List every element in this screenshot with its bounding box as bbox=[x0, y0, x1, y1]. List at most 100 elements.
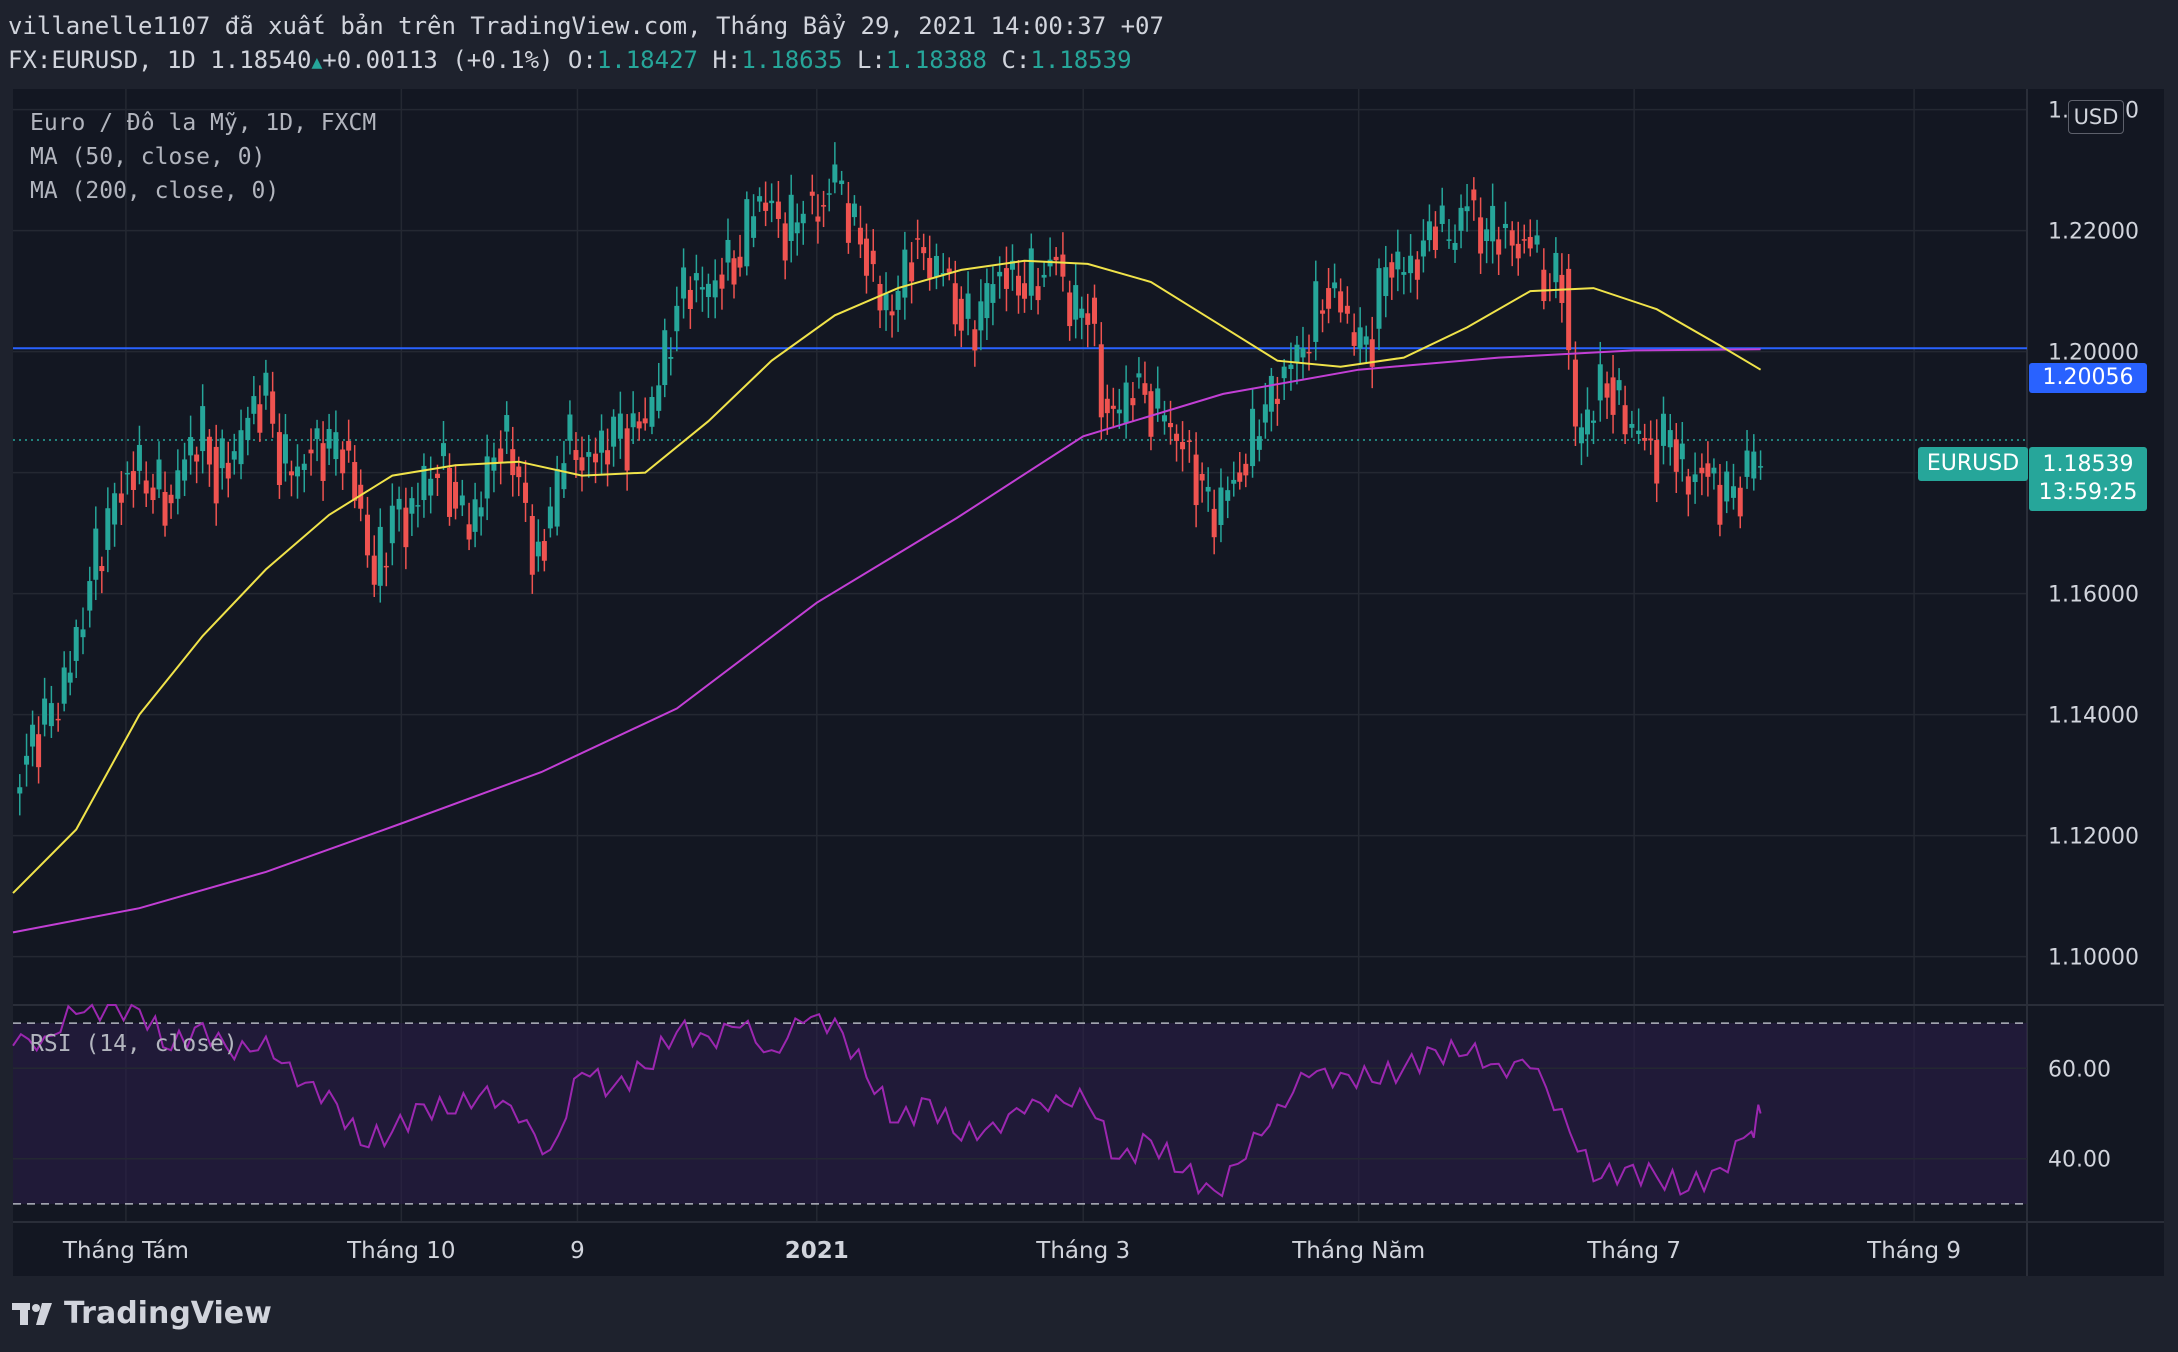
candle bbox=[346, 419, 352, 463]
candle bbox=[815, 194, 821, 244]
candle bbox=[1660, 396, 1666, 465]
candle bbox=[415, 482, 421, 528]
candle-body bbox=[1320, 310, 1326, 314]
candle-body bbox=[1338, 291, 1344, 313]
candle bbox=[143, 461, 149, 507]
candle-body bbox=[1369, 339, 1375, 367]
candle bbox=[1527, 219, 1533, 257]
candle bbox=[1496, 226, 1502, 276]
candle-body bbox=[757, 196, 763, 202]
candle bbox=[1395, 229, 1401, 292]
candle bbox=[1180, 421, 1186, 472]
candle bbox=[1123, 365, 1129, 439]
candle bbox=[1256, 419, 1262, 462]
tradingview-logo[interactable]: TradingView bbox=[12, 1296, 272, 1331]
candle-body bbox=[586, 452, 592, 457]
candle-body bbox=[377, 526, 383, 586]
candle-body bbox=[788, 194, 794, 241]
high-value: 1.18635 bbox=[741, 46, 843, 74]
candle bbox=[1035, 267, 1041, 315]
candle-body bbox=[782, 223, 788, 261]
candle bbox=[940, 253, 946, 287]
candle bbox=[93, 506, 99, 601]
candle-body bbox=[188, 437, 194, 456]
candle-body bbox=[1534, 235, 1540, 245]
candle-body bbox=[340, 449, 346, 474]
candle bbox=[1155, 366, 1161, 422]
candle bbox=[586, 434, 592, 478]
ohlc-line: FX:EURUSD, 1D 1.18540▲+0.00113 (+0.1%) O… bbox=[8, 46, 1132, 74]
currency-button[interactable]: USD bbox=[2068, 100, 2124, 134]
candle-body bbox=[940, 272, 946, 275]
candle bbox=[946, 257, 952, 281]
candle bbox=[1389, 253, 1395, 300]
candle-body bbox=[206, 436, 212, 465]
candle-body bbox=[30, 724, 36, 747]
candle-body bbox=[1636, 430, 1642, 434]
price-tick-label: 1.14000 bbox=[2048, 704, 2139, 729]
candle-body bbox=[794, 222, 800, 234]
candle bbox=[547, 487, 553, 538]
candle-body bbox=[1344, 305, 1350, 314]
candle-body bbox=[118, 493, 124, 503]
candle bbox=[282, 414, 288, 482]
candle bbox=[889, 294, 895, 338]
candle-body bbox=[459, 495, 465, 506]
candle bbox=[883, 272, 889, 331]
candle-body bbox=[516, 466, 522, 478]
candle-body bbox=[915, 238, 921, 240]
candle-body bbox=[821, 205, 827, 207]
candle bbox=[364, 496, 370, 568]
candle-body bbox=[1079, 308, 1085, 318]
candle-body bbox=[832, 164, 838, 183]
candle bbox=[1502, 201, 1508, 249]
candle bbox=[459, 479, 465, 517]
candle bbox=[1262, 382, 1268, 439]
candle-body bbox=[1376, 268, 1382, 329]
candle-body bbox=[434, 473, 440, 478]
candle bbox=[1338, 278, 1344, 323]
candle-body bbox=[554, 468, 560, 527]
candle-body bbox=[1452, 242, 1458, 250]
candle-body bbox=[409, 498, 415, 514]
candle-body bbox=[630, 413, 636, 428]
candle-body bbox=[288, 471, 294, 476]
candle bbox=[794, 203, 800, 256]
candle bbox=[751, 194, 757, 248]
candle bbox=[55, 702, 61, 732]
candle-body bbox=[504, 415, 510, 432]
candle-body bbox=[593, 453, 599, 463]
legend-rsi: RSI (14, close) bbox=[30, 1031, 238, 1057]
candle bbox=[301, 454, 307, 493]
candle bbox=[705, 273, 711, 318]
candle-body bbox=[1515, 243, 1521, 259]
candle-body bbox=[1262, 404, 1268, 423]
candle bbox=[421, 453, 427, 518]
candle-body bbox=[1496, 239, 1502, 255]
candle-body bbox=[839, 180, 845, 185]
candle-body bbox=[1527, 236, 1533, 249]
close-value: 1.18539 bbox=[1030, 46, 1132, 74]
open-label: O: bbox=[567, 46, 597, 74]
candle-body bbox=[1060, 254, 1066, 277]
ma50-line bbox=[12, 259, 1762, 894]
candle bbox=[320, 421, 326, 501]
candle-body bbox=[1439, 205, 1445, 224]
candle-body bbox=[1744, 450, 1750, 477]
candle-body bbox=[1067, 292, 1073, 327]
candle-body bbox=[1041, 274, 1047, 278]
candle-body bbox=[42, 698, 48, 725]
candle-body bbox=[1464, 206, 1470, 212]
candle bbox=[270, 371, 276, 438]
candle bbox=[1622, 385, 1628, 445]
candle-body bbox=[364, 514, 370, 556]
candle bbox=[731, 250, 737, 299]
candle-body bbox=[674, 305, 680, 332]
candle-body bbox=[1231, 479, 1237, 484]
candle-body bbox=[687, 289, 693, 309]
candle bbox=[1642, 423, 1648, 451]
candle-body bbox=[1326, 288, 1332, 309]
candle-body bbox=[371, 555, 377, 585]
candle bbox=[788, 174, 794, 263]
